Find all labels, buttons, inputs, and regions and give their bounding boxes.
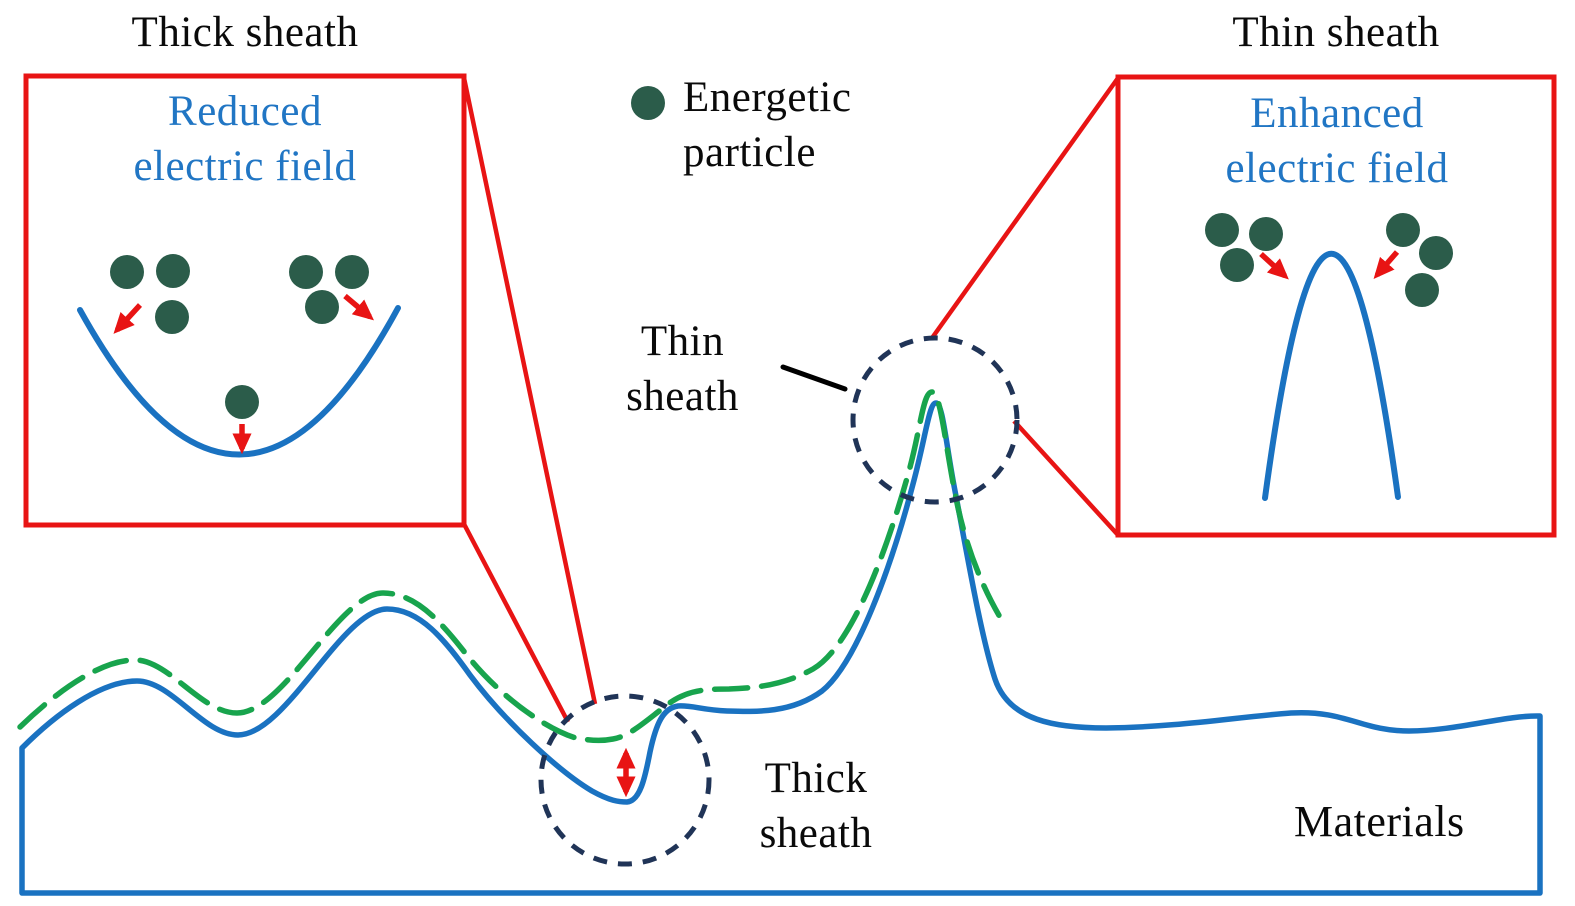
particle-icon — [289, 255, 323, 289]
materials-label: Materials — [1294, 797, 1465, 846]
legend-particle-icon — [631, 86, 665, 120]
left-inset-arrows — [113, 293, 375, 455]
right-inset-peak-curve — [1262, 251, 1401, 501]
right-inset-connector-top — [930, 76, 1120, 340]
sheath-edge-curve — [17, 389, 1006, 744]
thin-sheath-annotation: Thin sheath — [626, 318, 739, 421]
right-inset-box — [1115, 74, 1557, 538]
left-inset-title: Thick sheath — [131, 9, 359, 56]
right-inset-particle-cluster-right — [1386, 213, 1453, 307]
left-inset-particle-cluster-left — [110, 254, 190, 334]
right-inset-connector-bottom — [1012, 419, 1120, 537]
arrow-down-left-icon — [1373, 250, 1400, 279]
particle-icon — [1205, 213, 1239, 247]
right-inset-heading: Enhanced electric field — [1225, 90, 1449, 193]
left-inset-valley-curve — [77, 305, 401, 458]
left-inset-particle-bottom — [225, 385, 259, 419]
thick-sheath-annotation: Thick sheath — [759, 755, 873, 858]
left-inset-particle-cluster-right — [289, 255, 369, 324]
material-surface-curve — [19, 400, 1543, 896]
thin-sheath-pointer-line — [780, 364, 848, 392]
legend-particle-label: Energetic particle — [683, 74, 852, 177]
particle-icon — [335, 255, 369, 289]
particle-icon — [156, 254, 190, 288]
left-inset-connector-bottom — [462, 522, 570, 724]
arrow-down-right-icon — [1259, 251, 1289, 280]
right-inset-arrows — [1259, 250, 1400, 280]
particle-icon — [1386, 213, 1420, 247]
thick-sheath-callout-circle — [538, 693, 712, 867]
left-inset-heading: Reduced electric field — [133, 88, 357, 191]
particle-icon — [110, 255, 144, 289]
arrow-down-left-icon — [113, 303, 143, 334]
particle-icon — [1220, 248, 1254, 282]
left-inset-connector-top — [461, 77, 598, 705]
particle-icon — [1419, 236, 1453, 270]
right-inset-title: Thin sheath — [1232, 9, 1440, 56]
particle-icon — [305, 290, 339, 324]
right-inset-particle-cluster-left — [1205, 213, 1283, 282]
particle-icon — [155, 300, 189, 334]
particle-icon — [1405, 273, 1439, 307]
arrow-down-right-icon — [343, 293, 375, 321]
particle-icon — [1249, 217, 1283, 251]
thin-sheath-callout-circle — [850, 335, 1020, 505]
inset-connector-lines — [461, 76, 1120, 724]
